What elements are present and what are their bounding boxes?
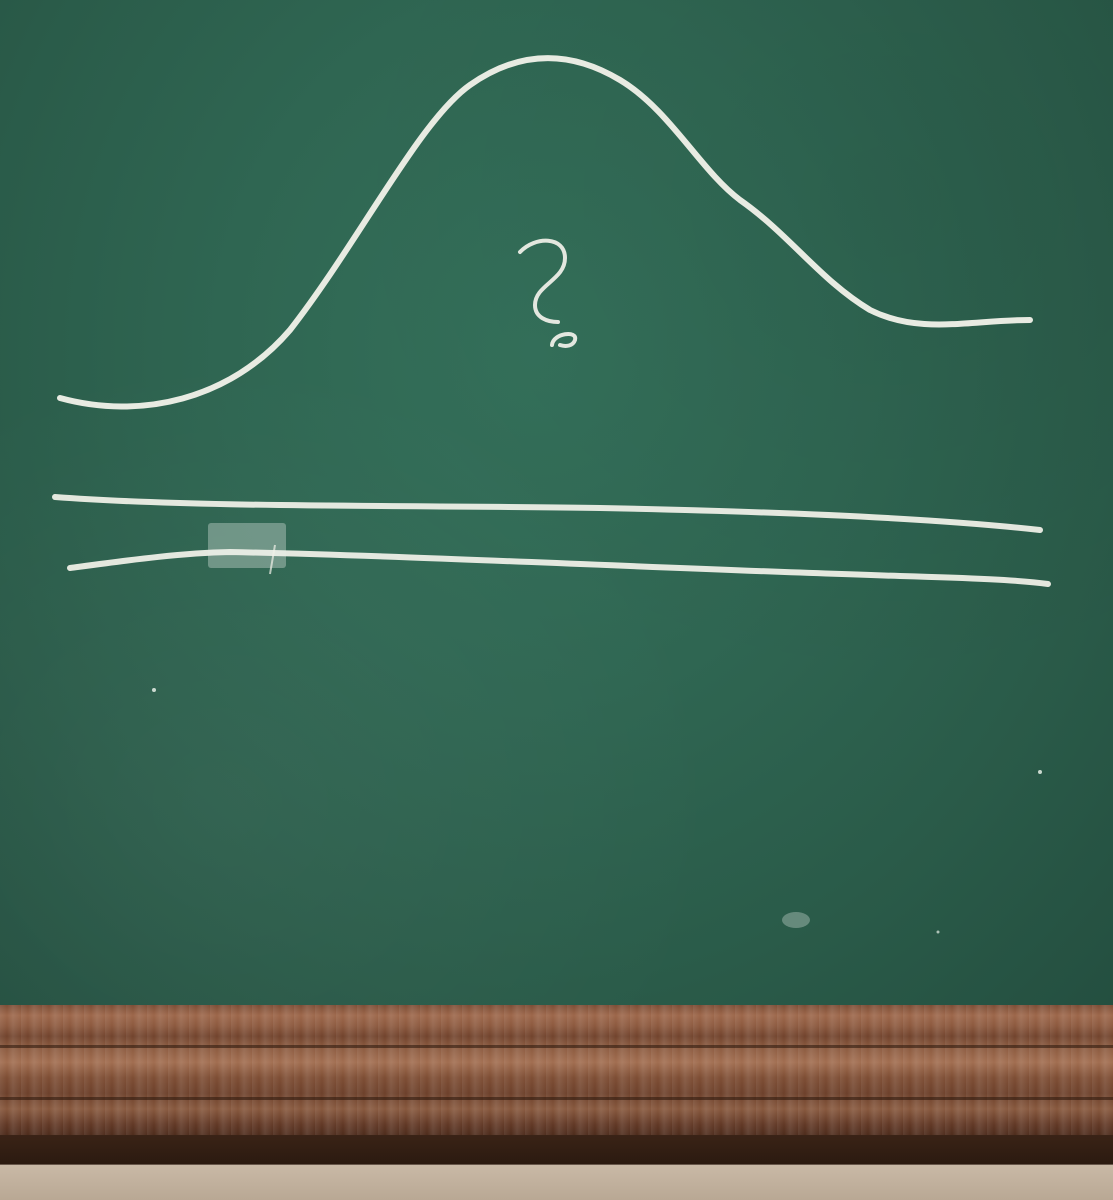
upper-line — [52, 494, 1043, 533]
chalk-smudge — [782, 912, 810, 928]
floor-strip — [0, 1135, 1113, 1200]
wooden-ledge — [0, 1005, 1113, 1135]
lower-line — [67, 548, 1051, 587]
tape-mark — [208, 523, 286, 568]
ledge-groove — [0, 1045, 1113, 1048]
chalk-speck — [936, 930, 940, 934]
question-mark — [518, 238, 568, 324]
chalkboard-surface — [0, 0, 1113, 1005]
chalk-speck — [152, 688, 156, 692]
ledge-chalk-dust — [0, 1005, 1113, 1135]
chalk-tick — [269, 544, 276, 575]
chalk-drawing — [52, 55, 1051, 934]
question-mark-dot — [550, 332, 578, 348]
bell-curve — [57, 55, 1033, 410]
chalk-speck — [1038, 770, 1042, 774]
ledge-groove — [0, 1097, 1113, 1100]
